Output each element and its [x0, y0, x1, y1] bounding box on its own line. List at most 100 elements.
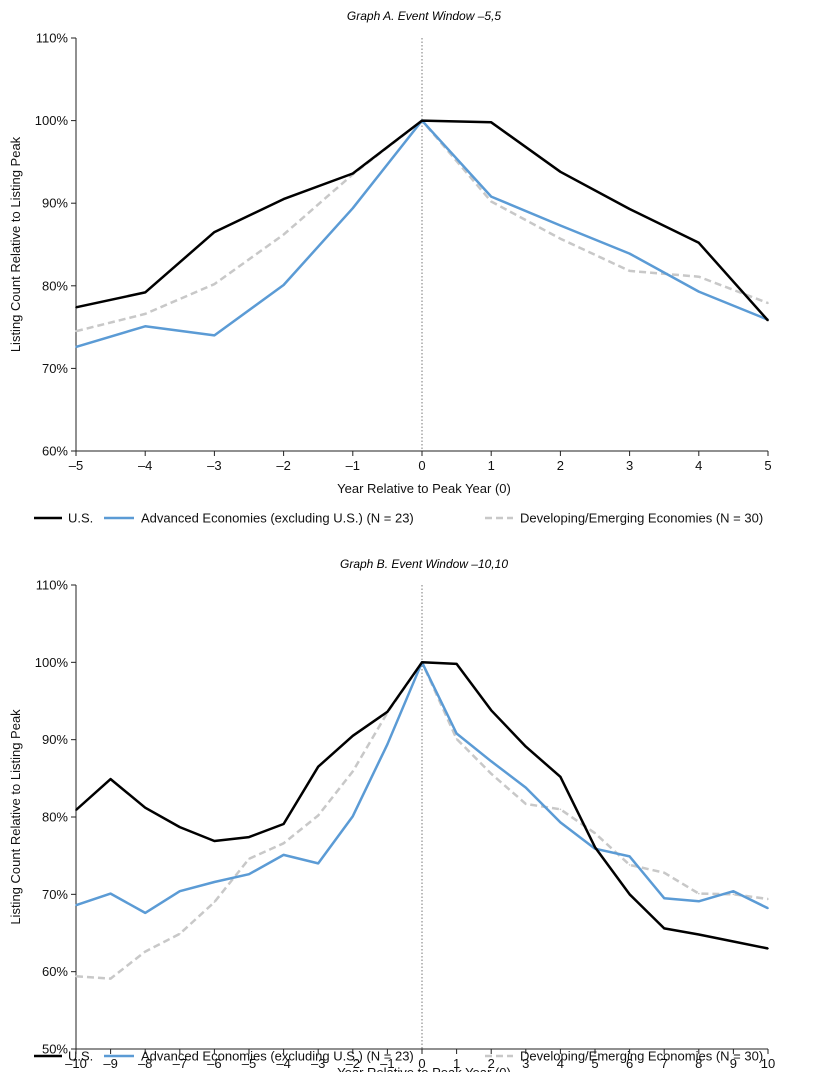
- series-2-point: [698, 892, 700, 895]
- x-tick-label: –10: [65, 1056, 87, 1071]
- series-0-point: [282, 198, 285, 200]
- series-2-point: [213, 283, 216, 285]
- x-tick-label: –4: [276, 1056, 290, 1071]
- series-2-point: [75, 975, 77, 978]
- series-2-point: [352, 770, 354, 773]
- series-0-point: [559, 171, 562, 173]
- series-0-point: [421, 119, 423, 122]
- series-0-point: [490, 121, 493, 124]
- x-tick-label: –9: [103, 1056, 117, 1071]
- x-tick-label: 0: [418, 1056, 425, 1071]
- x-tick-label: –1: [380, 1056, 394, 1071]
- series-1-point: [144, 912, 146, 914]
- series-2-point: [663, 871, 665, 874]
- series-0-point: [352, 735, 354, 737]
- series-1-point: [663, 897, 665, 899]
- series-2-point: [767, 302, 769, 304]
- chart-title: Graph B. Event Window –10,10: [340, 557, 508, 571]
- series-1-point: [767, 907, 769, 910]
- chart-title: Graph A. Event Window –5,5: [347, 9, 502, 23]
- x-axis-label: Year Relative to Peak Year (0): [337, 481, 511, 496]
- series-1-point: [213, 334, 216, 337]
- chart-a: Graph A. Event Window –5,5 60% 70% 80% 90% 10…: [8, 9, 772, 526]
- series-2-point: [594, 832, 596, 834]
- x-tick-label: 3: [626, 458, 633, 473]
- series-2-point: [248, 858, 250, 860]
- x-tick-label: –3: [207, 458, 221, 473]
- series-1-point: [698, 290, 700, 293]
- series-0-point: [421, 661, 423, 664]
- x-tick-label: –1: [346, 458, 360, 473]
- x-tick-label: –2: [276, 458, 290, 473]
- series-0-point: [352, 172, 354, 175]
- series-1-point: [352, 815, 354, 817]
- x-tick-label: 4: [557, 1056, 564, 1071]
- x-tick-label: –3: [311, 1056, 325, 1071]
- x-tick-label: –4: [138, 458, 152, 473]
- x-tick-label: 4: [695, 458, 702, 473]
- x-tick-label: 9: [730, 1056, 737, 1071]
- series-2-point: [628, 864, 631, 866]
- y-tick-label: 70%: [42, 887, 68, 902]
- series-2-point: [144, 950, 146, 953]
- series-0-point: [628, 893, 631, 896]
- series-1-point: [386, 743, 389, 746]
- chart-b: Graph B. Event Window –10,10 50% 60% 70% 80%…: [0, 548, 818, 1072]
- x-tick-label: –6: [207, 1056, 221, 1071]
- x-tick-label: 5: [591, 1056, 598, 1071]
- legend-label-1: Advanced Economies (excluding U.S.) (N =…: [141, 511, 414, 526]
- y-tick-label: 100%: [35, 655, 69, 670]
- x-tick-label: 1: [453, 1056, 460, 1071]
- x-tick-label: 3: [522, 1056, 529, 1071]
- legend-label-1: Advanced Economies (excluding U.S.) (N =…: [141, 1049, 414, 1064]
- x-tick-label: –5: [242, 1056, 256, 1071]
- series-0-point: [559, 776, 562, 778]
- series-0-point: [698, 242, 700, 244]
- y-tick-label: 100%: [35, 113, 69, 128]
- series-1-point: [559, 821, 562, 824]
- series-0-point: [213, 840, 216, 842]
- legend-label-2: Developing/Emerging Economies (N = 30): [520, 511, 763, 526]
- series-0-point: [109, 778, 112, 780]
- series-2-point: [109, 977, 112, 980]
- series-0-point: [386, 711, 389, 713]
- series-1-point: [490, 760, 493, 763]
- series-1-point: [698, 900, 700, 903]
- series-0-point: [144, 291, 146, 294]
- series-1-point: [248, 873, 250, 875]
- series-2-point: [628, 270, 631, 272]
- x-tick-label: 8: [695, 1056, 702, 1071]
- y-tick-label: 80%: [42, 278, 68, 293]
- series-0-point: [213, 231, 216, 233]
- series-1-point: [75, 904, 77, 906]
- series-2-point: [213, 901, 216, 903]
- chart-a-svg: Graph A. Event Window –5,560%70%80%90%10…: [8, 9, 772, 526]
- series-2-point: [525, 803, 527, 805]
- series-0-point: [248, 836, 250, 838]
- series-0-point: [144, 806, 146, 809]
- series-0-point: [732, 940, 735, 943]
- series-1-point: [109, 892, 112, 895]
- series-2-point: [559, 237, 562, 240]
- y-tick-label: 90%: [42, 196, 68, 211]
- x-tick-label: 2: [557, 458, 564, 473]
- series-2-point: [282, 233, 285, 236]
- series-2-point: [559, 808, 562, 811]
- y-tick-label: 70%: [42, 361, 68, 376]
- series-2-point: [144, 313, 146, 315]
- series-1-point: [282, 854, 285, 856]
- x-tick-label: –8: [138, 1056, 152, 1071]
- series-0-point: [628, 208, 631, 210]
- series-0-point: [75, 809, 77, 811]
- x-tick-label: –7: [173, 1056, 187, 1071]
- series-1-point: [282, 284, 285, 286]
- series-1-point: [144, 325, 146, 328]
- series-2-point: [490, 772, 493, 775]
- series-2-point: [732, 893, 735, 896]
- series-0-point: [179, 826, 181, 828]
- series-2-point: [698, 275, 700, 278]
- y-tick-label: 110%: [36, 31, 69, 46]
- series-1-point: [628, 252, 631, 255]
- series-0-point: [490, 709, 493, 712]
- x-tick-label: –2: [346, 1056, 360, 1071]
